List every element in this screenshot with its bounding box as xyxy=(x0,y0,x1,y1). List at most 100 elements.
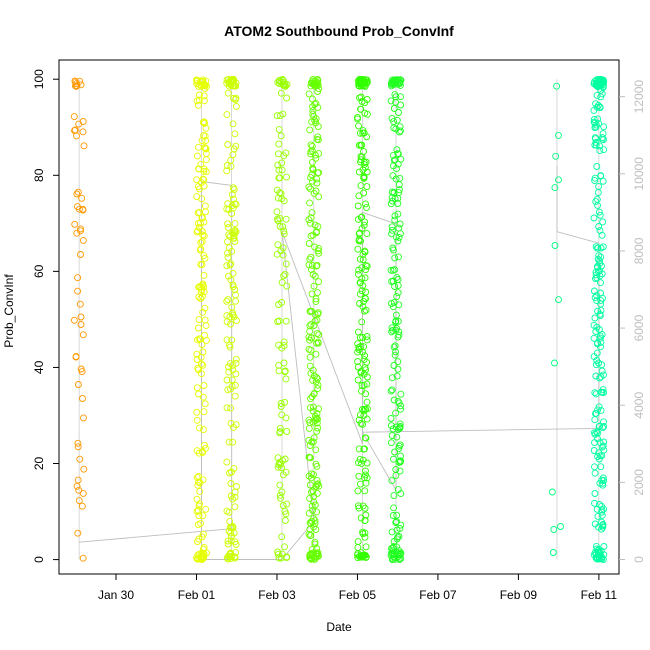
data-point xyxy=(359,282,367,290)
data-point xyxy=(197,260,205,268)
data-point xyxy=(362,262,370,270)
data-point xyxy=(393,165,400,173)
data-point xyxy=(80,465,88,473)
data-point xyxy=(307,148,315,156)
data-point xyxy=(551,184,559,192)
data-point xyxy=(225,368,233,376)
data-point xyxy=(390,492,398,500)
data-point xyxy=(281,543,288,551)
data-point xyxy=(593,195,601,203)
data-point xyxy=(314,381,322,389)
data-point xyxy=(278,278,286,286)
data-point xyxy=(599,522,607,530)
data-point xyxy=(195,283,203,291)
data-point xyxy=(596,422,604,430)
data-point xyxy=(356,94,363,102)
data-point xyxy=(596,103,604,111)
data-point xyxy=(199,118,207,126)
data-point xyxy=(273,250,281,258)
data-point xyxy=(359,166,367,174)
data-point xyxy=(202,322,210,330)
data-point xyxy=(391,266,399,274)
data-point xyxy=(597,338,605,346)
data-point xyxy=(277,132,285,140)
data-point xyxy=(308,393,316,401)
data-point xyxy=(274,241,282,249)
data-point xyxy=(193,77,201,85)
data-point xyxy=(228,210,236,217)
data-point xyxy=(202,124,210,132)
data-point xyxy=(281,367,289,375)
data-point xyxy=(597,300,605,308)
data-point xyxy=(356,229,364,237)
data-point xyxy=(355,192,363,200)
data-point xyxy=(280,227,288,235)
data-point xyxy=(312,99,320,107)
data-point xyxy=(70,316,78,324)
data-point xyxy=(306,307,314,315)
data-point xyxy=(278,411,286,419)
data-point xyxy=(591,439,598,447)
data-point xyxy=(195,449,203,457)
data-point xyxy=(312,552,320,560)
data-point xyxy=(593,163,601,170)
data-point xyxy=(227,537,235,545)
data-point xyxy=(74,476,82,484)
data-point xyxy=(202,505,210,513)
data-point xyxy=(309,407,317,415)
data-point xyxy=(394,333,402,341)
data-point xyxy=(592,542,600,550)
data-point xyxy=(357,152,365,160)
data-point xyxy=(594,435,602,443)
data-point xyxy=(282,215,290,223)
data-point xyxy=(79,489,87,497)
count-series-line xyxy=(79,166,600,560)
data-point xyxy=(306,336,314,344)
data-point xyxy=(232,355,240,363)
data-point xyxy=(195,390,202,398)
data-point xyxy=(196,424,203,432)
data-point xyxy=(395,532,403,540)
data-point xyxy=(280,338,288,346)
data-point xyxy=(358,275,366,283)
data-point xyxy=(283,282,291,290)
data-point xyxy=(71,127,78,135)
data-point xyxy=(200,80,208,88)
data-point xyxy=(597,93,605,101)
data-point xyxy=(312,446,320,454)
data-point xyxy=(315,169,323,177)
data-point xyxy=(597,547,605,555)
data-point xyxy=(596,479,604,487)
data-point xyxy=(200,97,208,105)
data-point xyxy=(195,96,203,104)
data-point xyxy=(198,341,206,348)
data-point xyxy=(223,162,231,169)
data-point xyxy=(390,362,398,369)
data-point xyxy=(354,487,362,495)
data-point xyxy=(194,227,202,235)
data-point xyxy=(358,287,366,295)
data-point xyxy=(74,529,82,537)
data-point xyxy=(231,554,239,562)
data-point xyxy=(390,504,398,512)
data-point xyxy=(232,421,240,429)
data-point xyxy=(595,455,603,463)
data-point xyxy=(275,461,283,468)
data-point xyxy=(229,151,237,159)
data-point xyxy=(308,261,316,269)
data-point xyxy=(194,143,202,151)
data-point xyxy=(591,463,598,471)
data-point xyxy=(395,458,403,466)
data-point xyxy=(390,124,398,132)
y2-tick-label: 12000 xyxy=(632,80,646,114)
data-point xyxy=(70,113,78,121)
data-point xyxy=(193,495,201,503)
data-point xyxy=(77,321,85,328)
data-point xyxy=(396,424,404,432)
data-point xyxy=(597,244,605,252)
data-point xyxy=(600,146,608,154)
data-point xyxy=(357,549,365,557)
data-point xyxy=(549,549,557,556)
data-point xyxy=(357,141,365,149)
data-point xyxy=(201,316,209,324)
